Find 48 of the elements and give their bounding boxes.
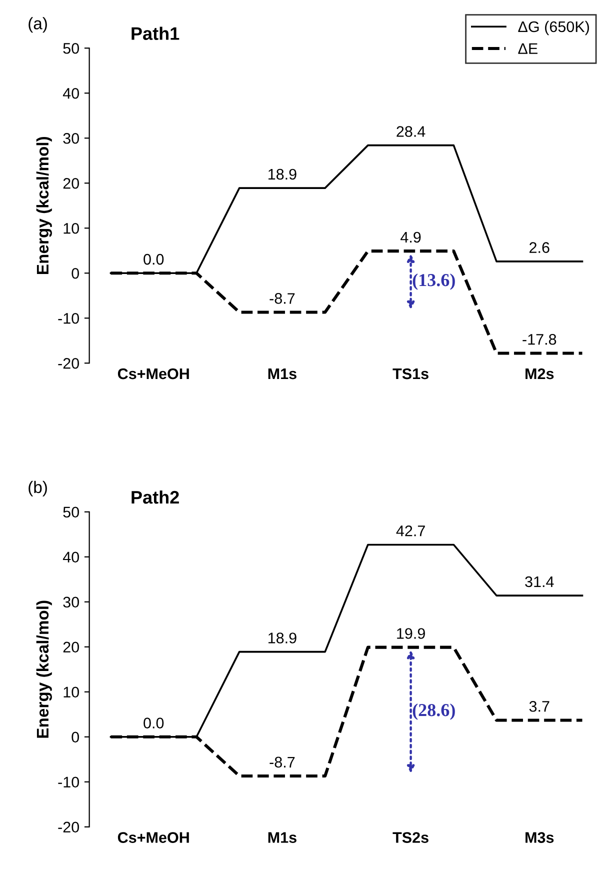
legend-label: ΔE: [518, 43, 538, 54]
x-tick-label: M1s: [268, 832, 296, 843]
data-label: 0.0: [144, 254, 164, 265]
x-tick-label: Cs+MeOH: [118, 832, 189, 843]
legend-label: ΔG (650K): [518, 20, 589, 36]
y-tick-label: 10: [64, 686, 79, 698]
y-axis-title: Energy (kcal/mol): [36, 600, 52, 738]
x-tick-label: TS2s: [392, 832, 428, 843]
data-label: 42.7: [396, 525, 425, 536]
y-tick-label: 30: [63, 596, 79, 608]
data-label: 3.7: [529, 700, 550, 712]
y-tick-label: -10: [58, 776, 79, 788]
chart-title: Path2: [132, 490, 179, 504]
text: (b): [28, 480, 47, 496]
data-label: 18.9: [268, 632, 296, 644]
data-label: 4.9: [400, 232, 421, 243]
x-tick-label: M1s: [268, 368, 296, 380]
data-label: -8.7: [270, 293, 295, 304]
y-tick-label: -20: [58, 358, 79, 369]
data-label: -17.8: [522, 334, 556, 345]
annotation: (28.6): [412, 703, 455, 720]
x-tick-label: TS1s: [392, 368, 428, 380]
y-tick-label: 50: [63, 42, 79, 54]
data-label: 2.6: [530, 242, 550, 254]
y-tick-label: 20: [63, 642, 79, 653]
y-tick-label: 10: [64, 222, 79, 234]
data-label: 31.4: [525, 576, 554, 588]
data-label: 18.9: [268, 168, 296, 180]
y-tick-label: 40: [62, 552, 79, 563]
y-axis-title: Energy (kcal/mol): [36, 136, 52, 274]
annotation: (13.6): [412, 273, 455, 290]
y-tick-label: 0: [72, 268, 79, 279]
data-label: 19.9: [397, 628, 425, 639]
text: (a): [28, 17, 47, 33]
data-label: 0.0: [144, 718, 164, 728]
y-tick-label: -20: [58, 822, 79, 833]
y-tick-label: 30: [63, 132, 79, 144]
y-tick-label: 50: [63, 506, 79, 518]
y-tick-label: -10: [58, 312, 79, 324]
y-tick-label: 40: [62, 88, 79, 99]
data-label: -8.7: [270, 756, 295, 768]
data-label: 28.4: [396, 126, 426, 137]
x-tick-label: M2s: [526, 368, 554, 380]
y-tick-label: 0: [72, 732, 79, 743]
y-tick-label: 20: [63, 178, 79, 189]
x-tick-label: M3s: [526, 832, 554, 843]
x-tick-label: Cs+MeOH: [118, 368, 189, 380]
chart-title: Path1: [132, 26, 180, 40]
